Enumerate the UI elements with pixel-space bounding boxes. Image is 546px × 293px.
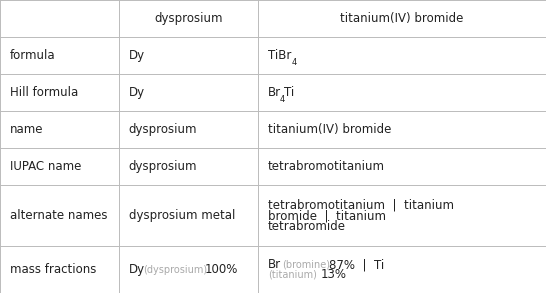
- Text: dysprosium: dysprosium: [155, 12, 223, 25]
- Text: 4: 4: [280, 95, 285, 104]
- Text: titanium(IV) bromide: titanium(IV) bromide: [268, 123, 391, 136]
- Text: Br: Br: [268, 86, 281, 99]
- Text: TiBr: TiBr: [268, 49, 292, 62]
- Text: bromide  |  titanium: bromide | titanium: [268, 209, 386, 222]
- Text: 87%  |  Ti: 87% | Ti: [329, 258, 384, 271]
- Text: (titanium): (titanium): [268, 269, 317, 280]
- Text: tetrabromotitanium: tetrabromotitanium: [268, 161, 385, 173]
- Text: dysprosium: dysprosium: [129, 161, 197, 173]
- Text: Hill formula: Hill formula: [10, 86, 78, 99]
- Text: dysprosium: dysprosium: [129, 123, 197, 136]
- Text: Dy: Dy: [129, 263, 145, 276]
- Text: tetrabromide: tetrabromide: [268, 220, 346, 234]
- Text: Br: Br: [268, 258, 281, 271]
- Text: Dy: Dy: [129, 49, 145, 62]
- Text: 13%: 13%: [321, 268, 346, 281]
- Text: name: name: [10, 123, 43, 136]
- Text: alternate names: alternate names: [10, 209, 108, 222]
- Text: formula: formula: [10, 49, 56, 62]
- Text: titanium(IV) bromide: titanium(IV) bromide: [341, 12, 464, 25]
- Text: (dysprosium): (dysprosium): [143, 265, 207, 275]
- Text: Ti: Ti: [284, 86, 294, 99]
- Text: dysprosium metal: dysprosium metal: [129, 209, 235, 222]
- Text: mass fractions: mass fractions: [10, 263, 96, 276]
- Text: (bromine): (bromine): [282, 260, 330, 270]
- Text: 100%: 100%: [205, 263, 239, 276]
- Text: IUPAC name: IUPAC name: [10, 161, 81, 173]
- Text: Dy: Dy: [129, 86, 145, 99]
- Text: 4: 4: [292, 58, 297, 67]
- Text: tetrabromotitanium  |  titanium: tetrabromotitanium | titanium: [268, 198, 454, 211]
